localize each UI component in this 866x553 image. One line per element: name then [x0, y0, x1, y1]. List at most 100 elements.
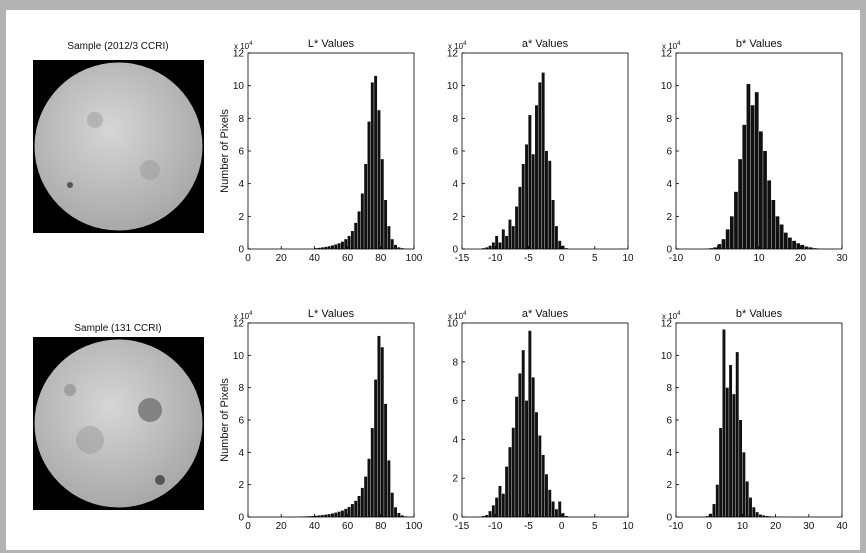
bar [367, 458, 371, 517]
sample-disc [34, 62, 203, 231]
bar [317, 515, 321, 517]
bar [384, 200, 388, 249]
y-tick-label: 12 [447, 49, 459, 60]
x-tick-label: 10 [753, 253, 765, 264]
bar [394, 507, 397, 517]
x-tick-label: 0 [559, 253, 565, 264]
bar [307, 516, 311, 517]
x-tick-label: 0 [245, 521, 251, 532]
bar [357, 495, 361, 517]
bar [354, 500, 358, 517]
y-tick-label: 2 [238, 212, 244, 223]
y-tick-label: 0 [666, 513, 672, 524]
y-multiplier-base: x 10 [448, 312, 464, 321]
y-multiplier-exp: 4 [677, 41, 681, 47]
bar [485, 515, 489, 517]
bar [498, 485, 502, 517]
bar [735, 352, 739, 517]
bar [561, 513, 565, 517]
bar [558, 501, 562, 517]
bar [548, 489, 552, 517]
bar [746, 84, 751, 250]
bar [709, 513, 713, 517]
bar [394, 244, 397, 249]
x-tick-label: 0 [559, 521, 565, 532]
bar [370, 428, 374, 517]
bar [314, 248, 318, 249]
plot-frame [247, 52, 415, 250]
y-multiplier-exp: 4 [249, 311, 253, 317]
bar [515, 396, 519, 517]
bar [357, 211, 361, 249]
bar [390, 492, 394, 517]
sample-label: Sample (131 CCRI) [74, 323, 161, 334]
bar [551, 501, 555, 517]
x-tick-label: 40 [309, 521, 321, 532]
bar [374, 379, 378, 517]
bar [808, 247, 813, 249]
y-tick-label: 0 [238, 245, 244, 256]
bar [508, 219, 512, 249]
bar [531, 377, 535, 517]
bar [400, 248, 404, 249]
bar [725, 229, 730, 249]
bar [528, 330, 532, 517]
bar [491, 505, 495, 517]
bar [521, 164, 525, 249]
bar [535, 105, 538, 250]
y-tick-label: 8 [238, 114, 244, 125]
bar [759, 514, 762, 517]
y-tick-label: 4 [452, 435, 458, 446]
bar [713, 247, 718, 249]
bar [783, 232, 788, 249]
x-tick-label: -5 [524, 253, 533, 264]
y-tick-label: 10 [233, 81, 245, 92]
bar [541, 72, 545, 249]
texture [67, 182, 73, 188]
bar [528, 115, 532, 249]
bar [712, 504, 716, 517]
bar [364, 164, 368, 249]
bar [800, 244, 805, 249]
bar [370, 82, 374, 250]
bar [397, 247, 401, 249]
x-tick-label: -10 [669, 253, 684, 264]
bar [327, 246, 331, 249]
bar [501, 229, 505, 249]
chart-title: L* Values [308, 308, 355, 320]
bar [525, 144, 528, 249]
y-tick-label: 8 [666, 383, 672, 394]
bar [521, 350, 525, 517]
y-multiplier-base: x 10 [662, 42, 678, 51]
bar [501, 493, 505, 517]
bar [377, 110, 381, 250]
y-tick-label: 6 [666, 147, 672, 158]
y-axis-label: Number of Pixels [219, 109, 231, 193]
bar [763, 151, 767, 249]
y-tick-label: 10 [661, 81, 673, 92]
x-tick-label: 100 [406, 253, 423, 264]
bar [350, 231, 354, 249]
bar [400, 515, 404, 517]
bar [344, 239, 348, 249]
x-tick-label: 5 [592, 521, 598, 532]
y-tick-label: 10 [661, 351, 673, 362]
bar [722, 329, 726, 517]
bar [337, 243, 341, 249]
bar [347, 235, 351, 249]
bar [317, 247, 321, 249]
y-multiplier-base: x 10 [662, 312, 678, 321]
y-tick-label: 2 [666, 212, 672, 223]
y-tick-label: 10 [447, 81, 459, 92]
x-tick-label: 30 [836, 253, 848, 264]
sample-disc [34, 339, 203, 508]
x-tick-label: 40 [836, 521, 848, 532]
bar [754, 92, 759, 249]
bar [311, 516, 314, 517]
bar [334, 244, 338, 249]
bar [324, 246, 328, 249]
y-tick-label: 8 [452, 357, 458, 368]
bar [767, 180, 772, 249]
bar [498, 242, 502, 249]
x-tick-label: -5 [524, 521, 533, 532]
